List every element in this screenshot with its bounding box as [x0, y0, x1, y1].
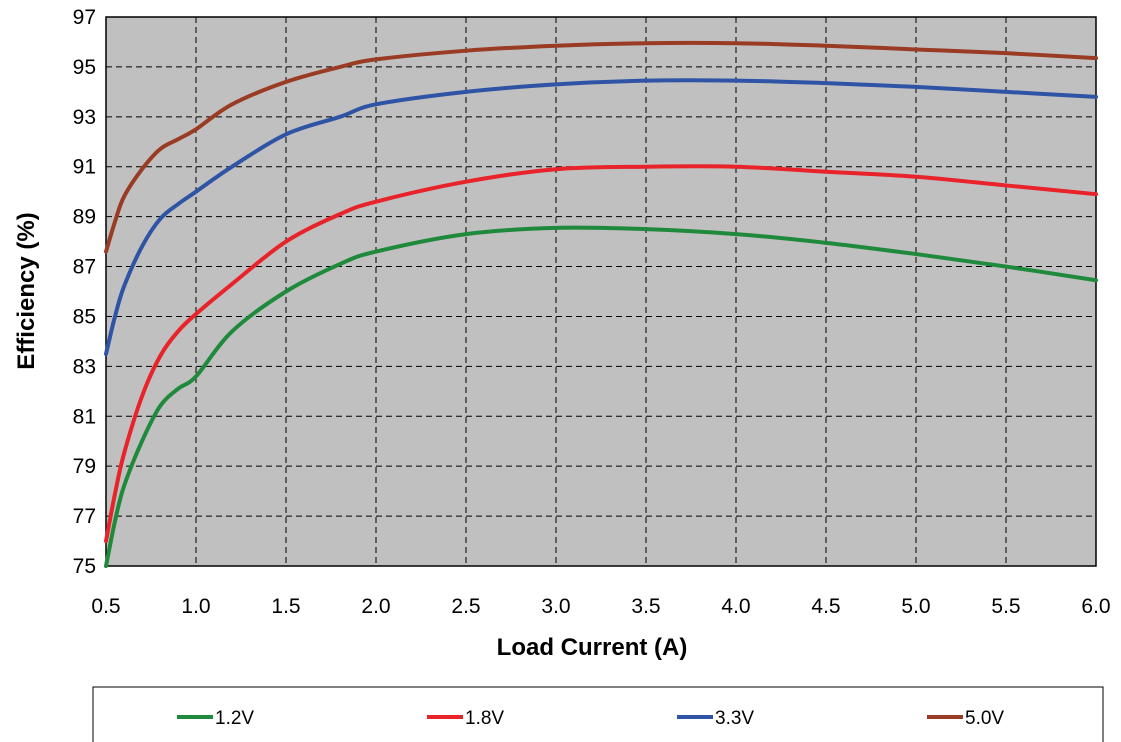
y-tick-label: 77: [73, 505, 96, 528]
legend-items: 1.2V 1.8V 3.3V 5.0V: [177, 708, 1004, 729]
x-tick-label: 4.5: [811, 595, 840, 618]
y-tick-label: 75: [73, 555, 96, 578]
series-layer: [104, 40, 1098, 568]
series-line-3-3v: [104, 78, 1098, 356]
legend-item: 3.3V: [677, 708, 754, 729]
y-tick-label: 79: [73, 455, 96, 478]
y-tick-labels: 75 77 79 81 83 85 87 89 91 93 95 97: [73, 6, 96, 578]
series-line-1-8v: [104, 164, 1098, 544]
y-tick-label: 95: [73, 56, 96, 79]
legend-label: 1.8V: [465, 708, 504, 729]
x-tick-label: 1.0: [181, 595, 210, 618]
legend-label: 1.2V: [215, 708, 254, 729]
x-tick-label: 3.5: [631, 595, 660, 618]
legend: 1.2V 1.8V 3.3V 5.0V: [92, 686, 1104, 742]
legend-item: 5.0V: [927, 708, 1004, 729]
legend-item: 1.2V: [177, 708, 254, 729]
y-tick-label: 97: [73, 6, 96, 29]
y-tick-label: 87: [73, 256, 96, 279]
y-axis-title: Efficiency (%): [13, 212, 40, 369]
plot-area: [105, 16, 1097, 567]
y-tick-label: 89: [73, 206, 96, 229]
legend-item: 1.8V: [427, 708, 504, 729]
grid-lines: [106, 17, 1096, 566]
x-tick-labels: 0.5 1.0 1.5 2.0 2.5 3.0 3.5 4.0 4.5 5.0 5.5 6.0: [91, 595, 1110, 618]
y-tick-label: 85: [73, 305, 96, 328]
y-tick-label: 93: [73, 106, 96, 129]
x-tick-label: 0.5: [91, 595, 120, 618]
y-tick-label: 81: [73, 405, 96, 428]
legend-label: 5.0V: [965, 708, 1004, 729]
legend-label: 3.3V: [715, 708, 754, 729]
x-tick-label: 5.5: [991, 595, 1020, 618]
x-tick-label: 5.0: [901, 595, 930, 618]
x-tick-label: 2.5: [451, 595, 480, 618]
x-tick-label: 1.5: [271, 595, 300, 618]
y-tick-label: 83: [73, 355, 96, 378]
x-tick-label: 2.0: [361, 595, 390, 618]
y-tick-label: 91: [73, 156, 96, 179]
x-tick-label: 6.0: [1081, 595, 1110, 618]
series-line-5-0v: [104, 40, 1098, 254]
x-axis-title: Load Current (A): [497, 634, 688, 661]
series-line-1-2v: [104, 225, 1098, 568]
x-tick-label: 3.0: [541, 595, 570, 618]
legend-box: [92, 686, 1104, 742]
x-tick-label: 4.0: [721, 595, 750, 618]
